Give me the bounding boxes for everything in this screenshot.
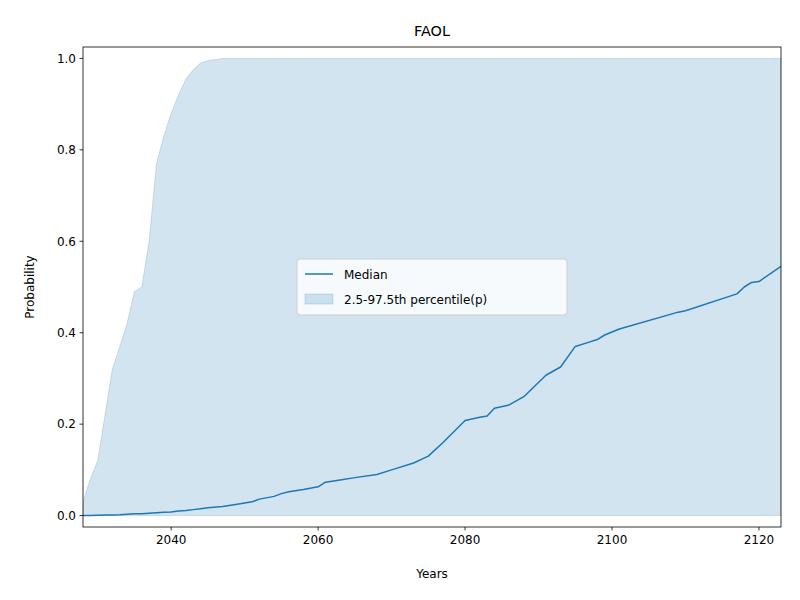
y-tick-label: 1.0 [57, 52, 76, 66]
x-tick [612, 527, 613, 531]
x-tick [758, 527, 759, 531]
legend-swatch [305, 294, 333, 304]
y-tick [80, 424, 84, 425]
background [0, 0, 800, 600]
plot-area [83, 58, 781, 515]
frame [83, 47, 781, 527]
y-tick-label: 0.4 [57, 326, 76, 340]
x-tick-label: 2120 [744, 533, 775, 547]
y-tick-label: 0.2 [57, 417, 76, 431]
y-tick [80, 241, 84, 242]
median-line [83, 266, 781, 515]
x-tick [318, 527, 319, 531]
y-tick-label: 0.0 [57, 509, 76, 523]
percentile-band [83, 58, 781, 515]
legend-box [297, 259, 567, 315]
legend-label: 2.5-97.5th percentile(p) [344, 293, 487, 307]
y-tick [80, 332, 84, 333]
x-tick-label: 2040 [156, 533, 187, 547]
y-tick-label: 0.6 [57, 235, 76, 249]
x-tick-label: 2100 [597, 533, 628, 547]
legend-swatch [305, 273, 333, 275]
legend-label: Median [344, 268, 388, 282]
x-axis-label: Years [415, 567, 448, 581]
y-tick [80, 58, 84, 59]
y-tick [80, 515, 84, 516]
title: FAOL [414, 23, 450, 39]
x-tick-label: 2080 [450, 533, 481, 547]
y-tick [80, 149, 84, 150]
x-tick-label: 2060 [303, 533, 334, 547]
legend: Median 2.5-97.5th percentile(p) [297, 259, 567, 315]
x-tick [171, 527, 172, 531]
x-tick [465, 527, 466, 531]
chart: 2040 2060 2080 2100 2120 0.0 0.2 0.4 0.6 0.8 1.0 FA… [0, 0, 800, 600]
y-axis-label: Probability [23, 255, 37, 318]
y-tick-label: 0.8 [57, 143, 76, 157]
